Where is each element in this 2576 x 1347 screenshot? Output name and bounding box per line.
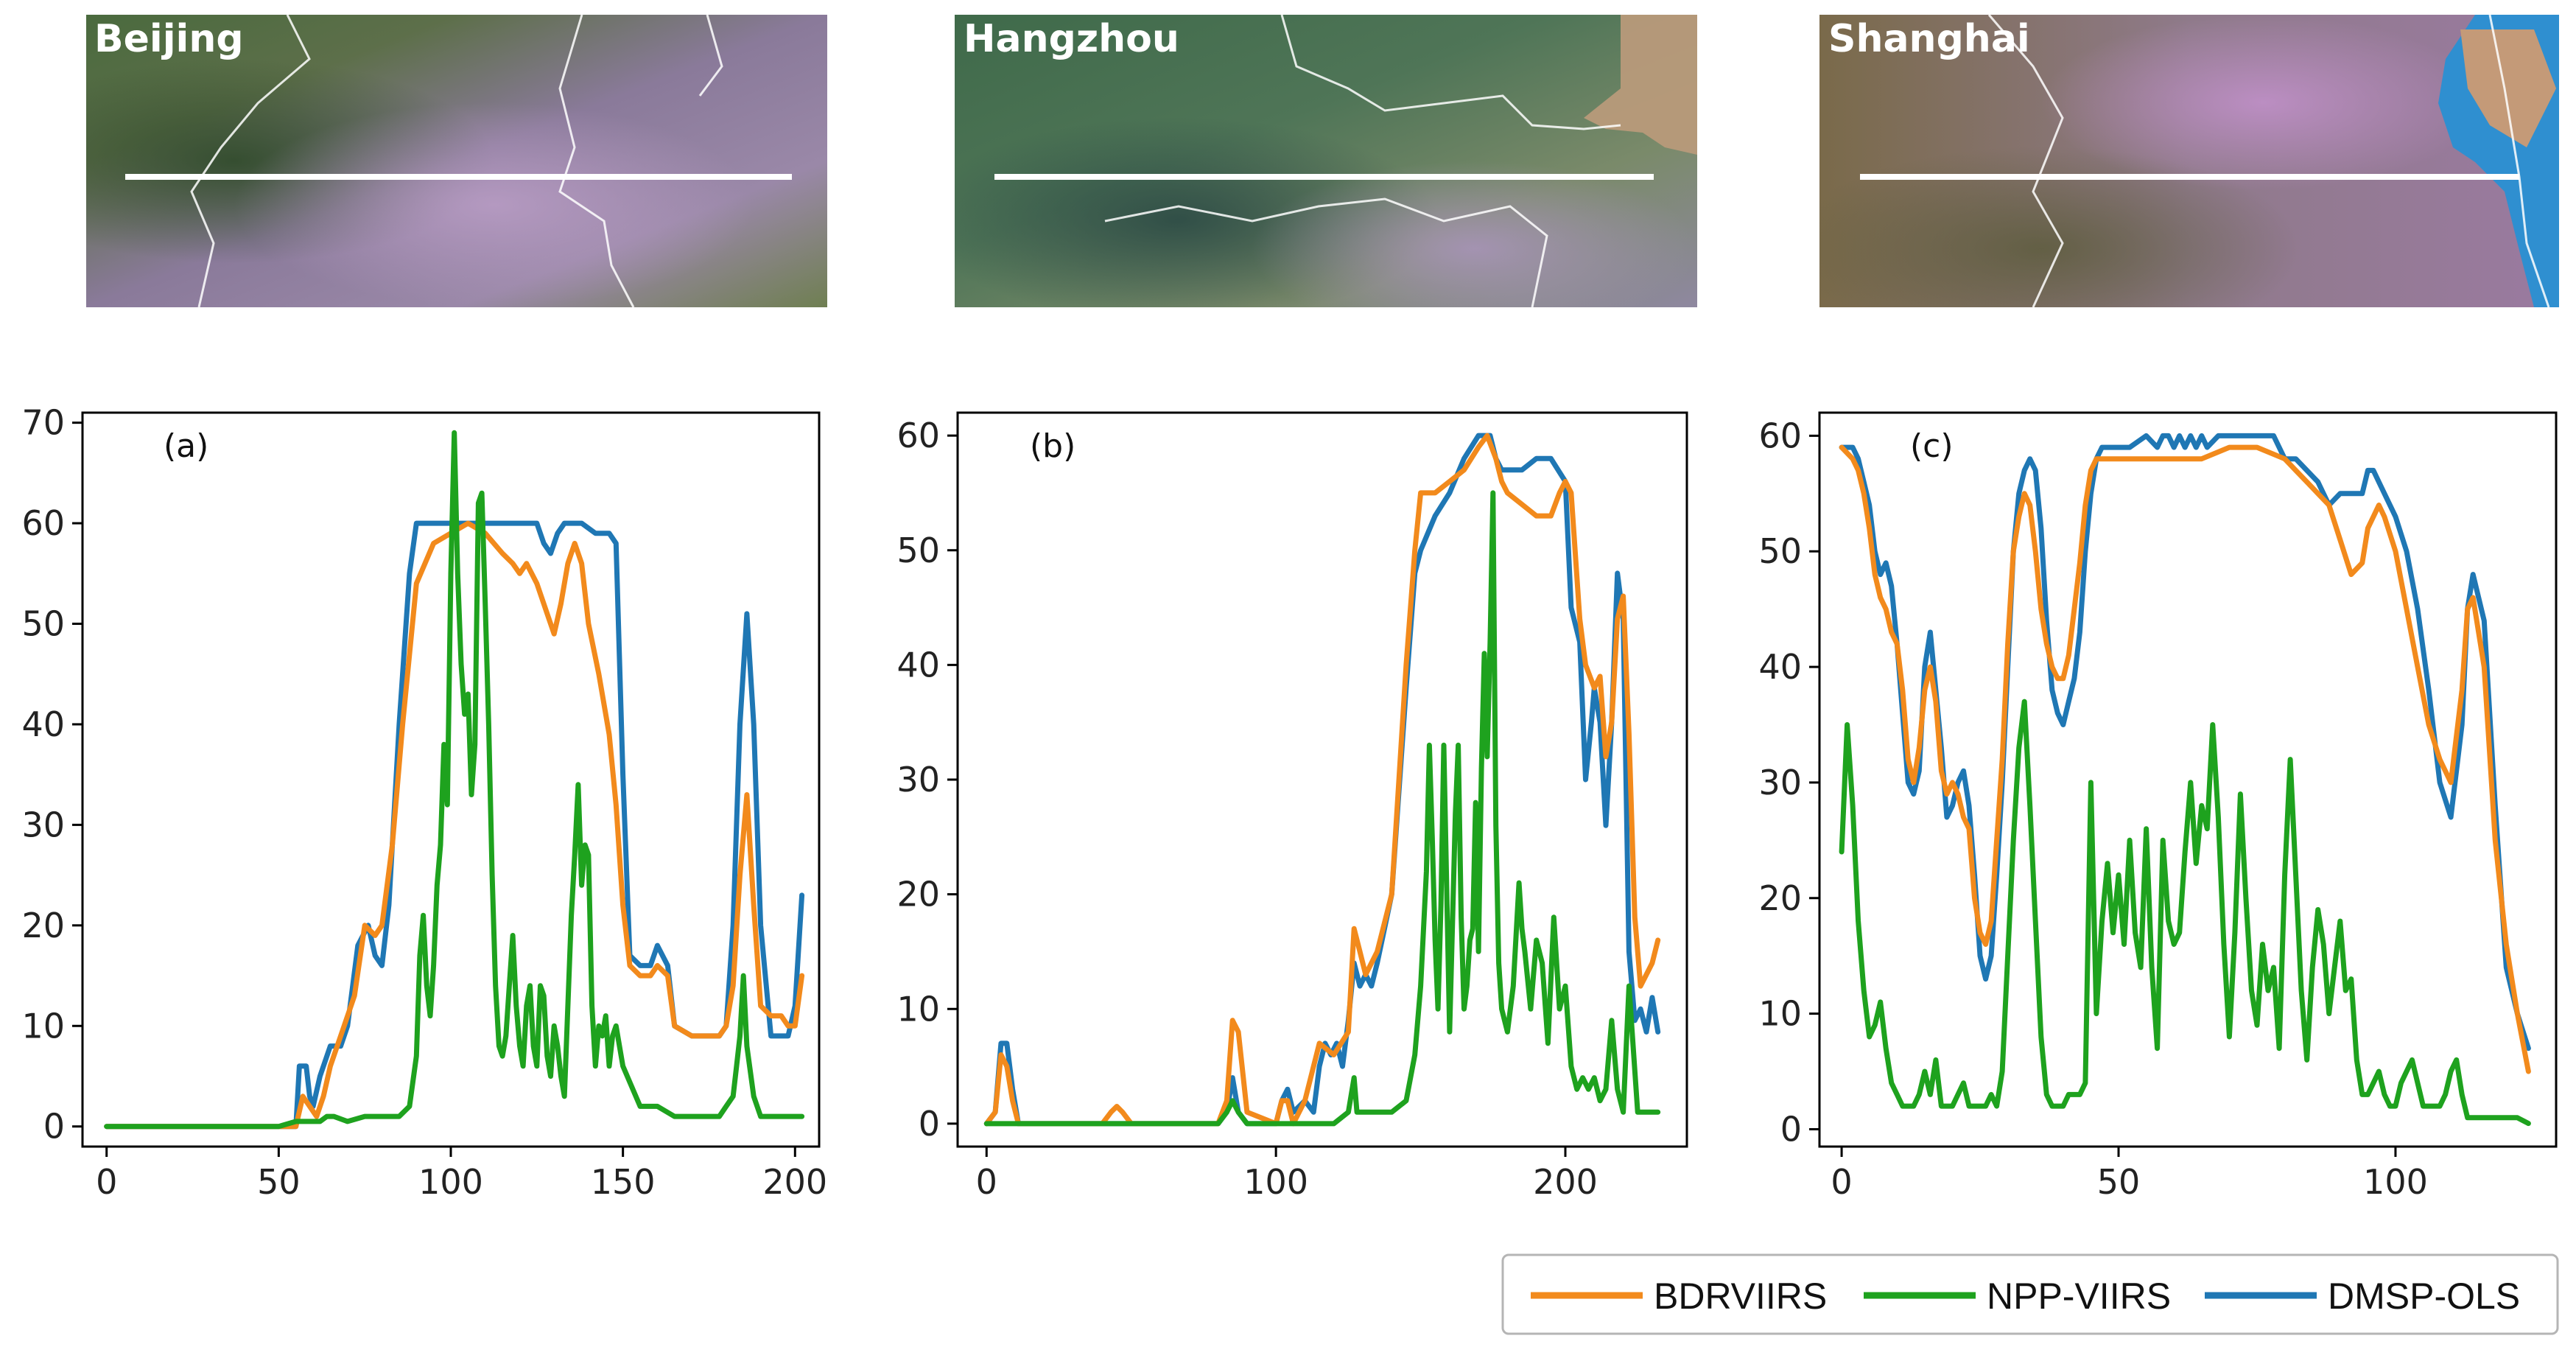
map-hangzhou: Hangzhou [955,14,1697,308]
chart-a-ytick-label: 20 [21,906,65,945]
map-shanghai-label: Shanghai [1828,17,2030,61]
map-hangzhou-label: Hangzhou [964,17,1179,61]
chart-c-ytick-label: 40 [1758,647,1802,687]
chart-c-line-bdrviirs [1839,444,2531,1074]
chart-c-frame [1818,411,2558,1148]
chart-a-line-bdrviirs [104,520,805,1130]
map-beijing: Beijing [86,14,827,308]
chart-b-line-bdrviirs [983,433,1661,1127]
chart-a-xticks: 0 50 100 150 200 [96,1147,827,1202]
legend-label-bdrviirs: BDRVIIRS [1654,1276,1827,1317]
chart-a-xtick-label: 100 [418,1162,483,1202]
chart-b-xtick-label: 100 [1243,1162,1308,1202]
chart-c-ytick-label: 0 [1780,1109,1802,1149]
chart-c-yticks: 0 10 20 30 40 50 60 [1758,416,1819,1149]
chart-a-ytick-label: 60 [21,503,65,543]
chart-b-ytick-label: 40 [896,645,940,685]
chart-a-ytick-label: 30 [21,805,65,844]
legend-label-dmsp-ols: DMSP-OLS [2328,1276,2520,1317]
chart-b-frame [956,411,1688,1148]
chart-b-line-npp-viirs [983,490,1661,1127]
chart-c-line-npp-viirs [1839,699,2531,1127]
chart-a-ytick-label: 50 [21,604,65,644]
chart-b-ytick-label: 10 [896,989,940,1029]
chart-a-line-dmsp-ols [104,520,805,1130]
chart-a-ytick-label: 10 [21,1006,65,1046]
chart-a: 0 50 100 150 200 0 10 20 30 40 50 60 70 (a) [21,403,827,1202]
chart-c-series [1839,433,2531,1127]
chart-b-xtick-label: 0 [976,1162,997,1202]
chart-c-xtick-label: 50 [2097,1162,2141,1202]
chart-a-ytick-label: 40 [21,704,65,744]
chart-a-line-npp-viirs [104,430,805,1130]
chart-c-line-dmsp-ols [1839,433,2531,1052]
map-hangzhou-boundary [1104,14,1621,308]
chart-b-ytick-label: 20 [896,875,940,914]
chart-b-ytick-label: 0 [919,1104,940,1144]
chart-c: 0 50 100 0 10 20 30 40 50 60 (c) [1758,411,2558,1202]
chart-a-yticks: 0 10 20 30 40 50 60 70 [21,403,83,1147]
chart-a-xtick-label: 50 [257,1162,301,1202]
chart-c-ytick-label: 60 [1758,416,1802,455]
chart-b-panel-label: (b) [1030,427,1075,465]
chart-c-ytick-label: 50 [1758,531,1802,571]
chart-c-panel-label: (c) [1910,427,1954,465]
chart-b-xticks: 0 100 200 [976,1147,1598,1202]
chart-c-xticks: 0 50 100 [1831,1147,2428,1202]
map-beijing-boundary [190,14,723,308]
chart-a-xtick-label: 150 [591,1162,656,1202]
chart-b-series [983,433,1661,1127]
legend: BDRVIIRS NPP-VIIRS DMSP-OLS [1501,1253,2559,1335]
chart-b-ytick-label: 50 [896,531,940,570]
chart-a-ytick-label: 0 [43,1107,65,1147]
chart-a-panel-label: (a) [164,427,208,465]
chart-c-ytick-label: 30 [1758,763,1802,802]
chart-b-xtick-label: 200 [1533,1162,1598,1202]
chart-b-ytick-label: 60 [896,416,940,455]
chart-c-ytick-label: 10 [1758,994,1802,1034]
legend-box [1501,1253,2559,1335]
chart-b-ytick-label: 30 [896,760,940,800]
chart-a-xtick-label: 0 [96,1162,117,1202]
map-shanghai-estuary [2460,29,2556,147]
map-shanghai: Shanghai [1819,14,2559,308]
map-hangzhou-river [1584,15,1697,155]
legend-label-npp-viirs: NPP-VIIRS [1987,1276,2171,1317]
chart-a-series [104,430,805,1130]
chart-c-xtick-label: 100 [2363,1162,2428,1202]
chart-b: 0 100 200 0 10 20 30 40 50 60 (b) [896,411,1688,1202]
chart-c-xtick-label: 0 [1831,1162,1852,1202]
chart-a-ytick-label: 70 [21,403,65,443]
map-beijing-label: Beijing [94,17,244,61]
chart-b-line-dmsp-ols [983,433,1661,1127]
chart-a-xtick-label: 200 [762,1162,827,1202]
chart-c-ytick-label: 20 [1758,878,1802,918]
chart-b-yticks: 0 10 20 30 40 50 60 [896,416,958,1144]
